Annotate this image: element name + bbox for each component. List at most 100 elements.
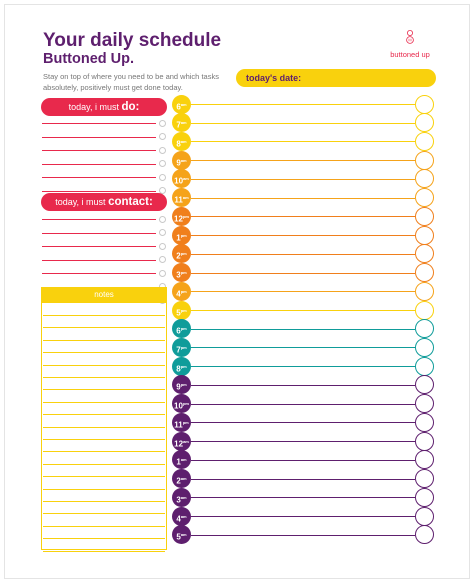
brand-logo: buttoned up bbox=[384, 30, 436, 59]
notes-line[interactable] bbox=[43, 352, 165, 354]
contact-checkbox[interactable] bbox=[159, 269, 166, 277]
todo-checkbox[interactable] bbox=[159, 133, 166, 140]
hour-checkbox[interactable] bbox=[415, 319, 434, 339]
hour-checkbox[interactable] bbox=[415, 469, 434, 489]
todo-checkbox[interactable] bbox=[159, 173, 166, 181]
todo-line[interactable] bbox=[42, 177, 156, 178]
hour-checkbox[interactable] bbox=[415, 263, 434, 283]
contact-line[interactable] bbox=[42, 232, 156, 234]
hour-checkbox[interactable] bbox=[415, 94, 434, 114]
hour-checkbox[interactable] bbox=[415, 375, 434, 395]
hour-line[interactable] bbox=[191, 347, 415, 349]
contact-line[interactable] bbox=[42, 219, 156, 220]
hour-checkbox[interactable] bbox=[415, 487, 434, 507]
todo-line[interactable] bbox=[42, 163, 156, 165]
todo-checkbox[interactable] bbox=[159, 146, 166, 154]
hour-line[interactable] bbox=[191, 104, 415, 105]
date-field[interactable]: today's date: bbox=[236, 69, 436, 87]
todo-line[interactable] bbox=[42, 190, 156, 192]
hour-suffix: pm bbox=[182, 401, 189, 407]
hour-suffix: am bbox=[183, 438, 189, 444]
hour-line[interactable] bbox=[191, 478, 415, 480]
hour-suffix: am bbox=[180, 157, 187, 163]
hour-checkbox[interactable] bbox=[415, 431, 434, 451]
contact-checkbox[interactable] bbox=[159, 242, 166, 250]
notes-line[interactable] bbox=[43, 513, 165, 515]
hour-line[interactable] bbox=[191, 328, 415, 330]
hour-checkbox[interactable] bbox=[415, 394, 434, 414]
hour-checkbox[interactable] bbox=[415, 188, 434, 208]
hour-line[interactable] bbox=[191, 422, 415, 424]
hour-line[interactable] bbox=[191, 216, 415, 218]
hour-suffix: pm bbox=[180, 326, 187, 332]
hour-line[interactable] bbox=[191, 384, 415, 386]
hour-checkbox[interactable] bbox=[415, 356, 434, 376]
notes-line[interactable] bbox=[43, 414, 165, 416]
notes-line[interactable] bbox=[43, 525, 165, 527]
hour-line[interactable] bbox=[191, 122, 415, 124]
hour-checkbox[interactable] bbox=[415, 412, 434, 432]
notes-line[interactable] bbox=[43, 488, 165, 490]
contact-checkbox[interactable] bbox=[159, 256, 166, 263]
contact-checkbox[interactable] bbox=[159, 229, 166, 236]
hour-checkbox[interactable] bbox=[415, 337, 434, 357]
hour-line[interactable] bbox=[191, 253, 415, 255]
notes-line[interactable] bbox=[43, 339, 165, 341]
intro-text: Stay on top of where you need to be and … bbox=[43, 72, 219, 92]
hour-line[interactable] bbox=[191, 272, 415, 274]
notes-line[interactable] bbox=[43, 550, 165, 552]
hour-checkbox[interactable] bbox=[415, 206, 434, 226]
hour-line[interactable] bbox=[191, 197, 415, 199]
notes-line[interactable] bbox=[43, 538, 165, 540]
hour-line[interactable] bbox=[191, 178, 415, 180]
notes-line[interactable] bbox=[43, 315, 165, 316]
notes-line[interactable] bbox=[43, 377, 165, 378]
hour-checkbox[interactable] bbox=[415, 113, 434, 133]
hour-checkbox[interactable] bbox=[415, 225, 434, 245]
hour-line[interactable] bbox=[191, 160, 415, 162]
notes-line[interactable] bbox=[43, 327, 165, 329]
hour-line[interactable] bbox=[191, 403, 415, 405]
notes-line[interactable] bbox=[43, 401, 165, 403]
hour-checkbox[interactable] bbox=[415, 506, 434, 526]
notes-line[interactable] bbox=[43, 439, 165, 440]
notes-line[interactable] bbox=[43, 501, 165, 502]
hour-checkbox[interactable] bbox=[415, 150, 434, 170]
todo-checkbox[interactable] bbox=[159, 119, 166, 127]
notes-line[interactable] bbox=[43, 426, 165, 428]
contact-line[interactable] bbox=[42, 246, 156, 247]
hour-line[interactable] bbox=[191, 141, 415, 143]
hour-line[interactable] bbox=[191, 291, 415, 293]
hour-line[interactable] bbox=[191, 497, 415, 499]
hour-checkbox[interactable] bbox=[415, 525, 434, 545]
hour-badge: 8pm bbox=[172, 356, 191, 376]
contact-checkbox[interactable] bbox=[159, 215, 166, 223]
hour-checkbox[interactable] bbox=[415, 281, 434, 301]
hour-checkbox[interactable] bbox=[415, 300, 434, 320]
hour-line[interactable] bbox=[191, 516, 415, 518]
notes-line[interactable] bbox=[43, 476, 165, 478]
hour-checkbox[interactable] bbox=[415, 169, 434, 189]
hour-line[interactable] bbox=[191, 459, 415, 461]
hour-line[interactable] bbox=[191, 441, 415, 443]
hour-line[interactable] bbox=[191, 534, 415, 536]
todo-line[interactable] bbox=[42, 123, 156, 124]
notes-line[interactable] bbox=[43, 451, 165, 453]
notes-line[interactable] bbox=[43, 463, 165, 465]
hour-checkbox[interactable] bbox=[415, 450, 434, 470]
notes-line[interactable] bbox=[43, 389, 165, 391]
todo-checkbox[interactable] bbox=[159, 160, 166, 167]
notes-line[interactable] bbox=[43, 364, 165, 366]
hour-checkbox[interactable] bbox=[415, 131, 434, 151]
todo-line[interactable] bbox=[42, 136, 156, 138]
contact-line[interactable] bbox=[42, 273, 156, 274]
contact-line[interactable] bbox=[42, 259, 156, 261]
todo-line[interactable] bbox=[42, 150, 156, 151]
hour-line[interactable] bbox=[191, 366, 415, 368]
hour-suffix: pm bbox=[180, 251, 187, 257]
hour-checkbox[interactable] bbox=[415, 244, 434, 264]
hour-badge: 1pm bbox=[172, 225, 191, 245]
contact-header: today, i must contact: bbox=[41, 193, 167, 211]
hour-line[interactable] bbox=[191, 310, 415, 312]
hour-line[interactable] bbox=[191, 235, 415, 237]
